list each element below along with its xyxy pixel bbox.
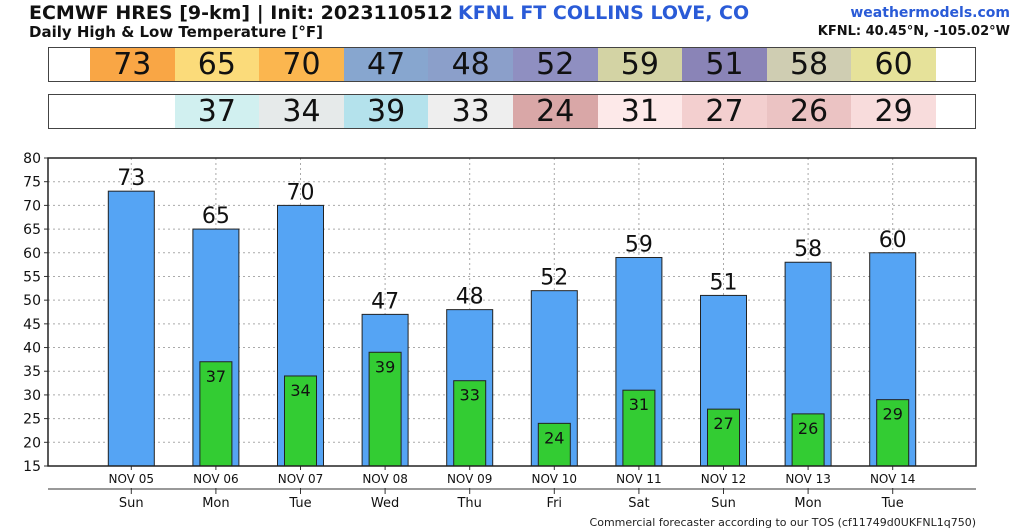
x-tick-label: NOV 09	[447, 472, 493, 486]
low-cell: 24	[512, 94, 598, 129]
strip-tail	[936, 95, 975, 128]
low-cell: 33	[428, 94, 513, 129]
low-temp-label: 39	[375, 357, 395, 376]
footer-note: Commercial forecaster according to our T…	[589, 516, 976, 529]
low-cell	[90, 95, 175, 128]
high-temp-label: 59	[625, 233, 653, 258]
x-tick-label: NOV 07	[278, 472, 324, 486]
high-temp-label: 58	[794, 237, 822, 262]
low-cell: 31	[597, 94, 683, 129]
y-tick-label: 75	[23, 175, 41, 191]
x-tick-label: NOV 14	[870, 472, 916, 486]
station-coords: KFNL: 40.45°N, -105.02°W	[817, 24, 1010, 39]
y-tick-label: 70	[23, 198, 41, 214]
y-tick-label: 50	[23, 293, 41, 309]
high-temp-label: 73	[117, 166, 145, 191]
low-temp-bar	[791, 413, 825, 467]
low-cell: 37	[174, 94, 260, 129]
high-cell: 47	[343, 47, 429, 82]
y-tick-label: 55	[23, 269, 41, 285]
strip-tail	[936, 48, 975, 81]
weekday-label: Mon	[794, 496, 821, 511]
low-temp-bar	[707, 408, 740, 467]
x-tick-label: NOV 06	[193, 472, 239, 486]
weekday-label: Wed	[371, 496, 399, 511]
high-cell: 60	[851, 47, 936, 82]
y-tick-label: 65	[23, 222, 41, 238]
low-temp-label: 29	[883, 405, 903, 424]
x-tick-label: NOV 12	[701, 472, 747, 486]
low-temp-label: 31	[629, 395, 649, 414]
station-name: KFNL FT COLLINS LOVE, CO	[458, 2, 750, 24]
low-temp-bar	[622, 389, 656, 467]
low-temp-label: 34	[290, 381, 310, 400]
high-temp-label: 48	[456, 285, 484, 310]
high-cell: 48	[428, 47, 513, 82]
low-temp-label: 33	[460, 386, 480, 405]
low-temp-strip: 37 34 39 33 24 31 27 26 29	[48, 94, 976, 129]
high-cell: 65	[174, 47, 260, 82]
weekday-label: Fri	[547, 496, 563, 511]
low-cell: 29	[851, 94, 936, 129]
high-cell: 52	[512, 47, 598, 82]
x-tick-label: NOV 08	[362, 472, 408, 486]
site-name: weathermodels.com	[850, 5, 1010, 21]
low-temp-bar	[876, 399, 910, 467]
high-cell: 70	[259, 47, 344, 82]
high-temp-label: 52	[540, 266, 568, 291]
plot-border	[47, 157, 977, 467]
y-tick-label: 40	[23, 341, 41, 357]
strip-lead	[49, 95, 90, 128]
high-temp-label: 51	[710, 270, 738, 295]
low-temp-label: 24	[544, 428, 564, 447]
y-tick-label: 20	[23, 435, 41, 451]
y-tick-label: 15	[23, 459, 41, 475]
x-tick-label: NOV 11	[616, 472, 662, 486]
weekday-label: Tue	[288, 496, 311, 511]
strip-lead	[49, 48, 90, 81]
y-tick-label: 25	[23, 412, 41, 428]
low-temp-bar	[284, 375, 317, 467]
x-tick-label: NOV 13	[785, 472, 831, 486]
y-tick-label: 30	[23, 388, 41, 404]
weekday-label: Thu	[456, 496, 481, 511]
weekday-label: Tue	[881, 496, 904, 511]
weekday-label: Sun	[119, 496, 144, 511]
high-temp-bar	[107, 190, 155, 467]
high-temp-label: 70	[287, 180, 315, 205]
chart-subtitle: Daily High & Low Temperature [°F]	[29, 23, 324, 41]
weekday-label: Sun	[711, 496, 736, 511]
low-temp-bar	[537, 422, 571, 467]
low-cell: 26	[766, 94, 852, 129]
chart-title: ECMWF HRES [9-km] | Init: 2023110512	[29, 2, 453, 24]
low-temp-label: 27	[713, 414, 733, 433]
weekday-label: Sat	[628, 496, 649, 511]
temperature-bar-chart: 15 20 25 30 35 40 45 50 55 60 65 70 75 80 73 NOV 05 Sun 6…	[23, 151, 977, 511]
low-cell: 34	[259, 94, 344, 129]
high-cell: 51	[682, 47, 767, 82]
low-cell: 39	[343, 94, 429, 129]
weekday-label: Mon	[202, 496, 229, 511]
high-temp-label: 65	[202, 204, 230, 229]
high-temp-strip: 73 65 70 47 48 52 59 51 58 60	[48, 47, 976, 82]
y-tick-label: 35	[23, 364, 41, 380]
y-tick-label: 80	[23, 151, 41, 167]
low-temp-bar	[368, 351, 402, 467]
high-cell: 59	[597, 47, 683, 82]
low-cell: 27	[682, 94, 767, 129]
high-temp-label: 47	[371, 289, 399, 314]
x-tick-label: NOV 05	[109, 472, 155, 486]
low-temp-bar	[453, 380, 487, 467]
high-temp-label: 60	[879, 228, 907, 253]
low-temp-label: 37	[206, 367, 226, 386]
y-tick-label: 45	[23, 317, 41, 333]
y-tick-label: 60	[23, 246, 41, 262]
plot-area	[48, 158, 976, 466]
high-cell: 73	[90, 47, 175, 82]
x-tick-label: NOV 10	[532, 472, 578, 486]
low-temp-label: 26	[798, 419, 818, 438]
high-cell: 58	[766, 47, 852, 82]
low-temp-bar	[199, 361, 233, 467]
